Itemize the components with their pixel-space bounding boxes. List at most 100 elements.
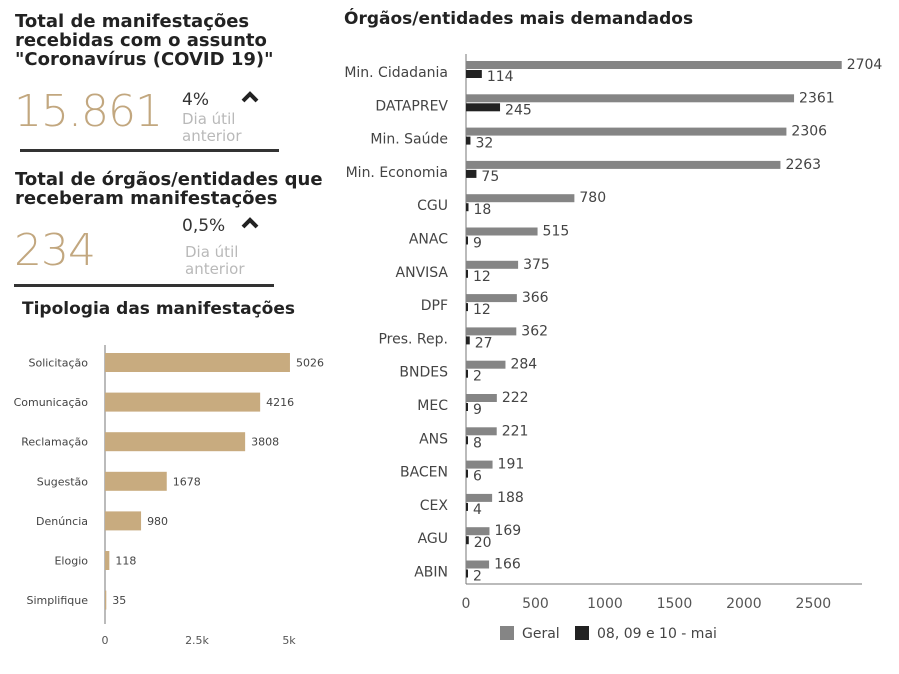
- agencies-value-label-geral: 366: [522, 290, 549, 306]
- agencies-value-label-recent: 8: [473, 435, 482, 451]
- agencies-category-label: CGU: [417, 198, 448, 214]
- agencies-category-label: DATAPREV: [375, 98, 448, 114]
- agencies-value-label-geral: 166: [494, 557, 521, 573]
- agencies-bar-geral: [466, 327, 517, 336]
- typology-category-label: Elogio: [54, 555, 88, 568]
- agencies-bar-geral: [466, 294, 517, 303]
- agencies-bar-recent: [466, 236, 468, 245]
- typology-chart: Solicitação 5026 Comunicação 4216 Reclamação…: [14, 345, 324, 647]
- agencies-x-tick-label: 1500: [657, 596, 693, 612]
- typology-value-label: 3808: [251, 436, 279, 449]
- agencies-value-label-geral: 2361: [799, 90, 835, 106]
- agencies-value-label-recent: 12: [473, 302, 491, 318]
- agencies-value-label-geral: 362: [521, 323, 548, 339]
- agencies-bar-geral: [466, 61, 842, 69]
- agencies-x-tick-label: 1000: [587, 596, 623, 612]
- typology-x-tick-label: 5k: [282, 634, 296, 647]
- agencies-value-label-geral: 2704: [847, 57, 883, 73]
- agencies-bar-geral: [466, 460, 493, 469]
- kpi-agencies-title-line-2: receberam manifestações: [15, 188, 278, 209]
- agencies-bar-recent: [466, 369, 468, 378]
- kpi-received-change: 4%: [182, 90, 209, 110]
- agencies-x-tick-label: 2000: [726, 596, 762, 612]
- agencies-value-label-recent: 245: [505, 102, 532, 118]
- typology-category-label: Denúncia: [36, 515, 88, 528]
- agencies-bar-geral: [466, 394, 497, 402]
- agencies-category-label: Min. Economia: [346, 165, 448, 181]
- typology-bar: [105, 471, 167, 491]
- kpi-agencies-value: 234: [14, 225, 96, 276]
- typology-value-label: 980: [147, 515, 168, 528]
- typology-value-label: 118: [115, 555, 136, 568]
- kpi-agencies-compare-label: Dia útil anterior: [185, 244, 275, 278]
- agencies-category-label: ABIN: [414, 565, 448, 581]
- agencies-bar-recent: [466, 336, 470, 345]
- typology-category-label: Simplifique: [27, 594, 89, 607]
- agencies-bar-recent: [466, 169, 477, 178]
- agencies-value-label-recent: 9: [473, 236, 482, 252]
- agencies-bar-recent: [466, 203, 469, 212]
- agencies-bar-geral: [466, 160, 781, 169]
- typology-chart-title: Tipologia das manifestações: [22, 299, 296, 319]
- agencies-value-label-geral: 284: [510, 357, 537, 373]
- agencies-value-label-geral: 169: [494, 523, 521, 539]
- agencies-category-label: ANAC: [409, 232, 448, 248]
- agencies-bar-geral: [466, 260, 519, 269]
- kpi-agencies-title: Total de órgãos/entidades que receberam …: [15, 170, 323, 208]
- kpi-agencies-title-line-1: Total de órgãos/entidades que: [15, 169, 323, 190]
- agencies-category-label: ANS: [419, 431, 448, 447]
- agencies-bar-recent: [466, 403, 468, 411]
- agencies-value-label-recent: 12: [473, 269, 491, 285]
- agencies-value-label-recent: 2: [473, 369, 482, 385]
- typology-bar: [105, 432, 246, 452]
- agencies-value-label-geral: 780: [579, 190, 606, 206]
- typology-value-label: 1678: [173, 475, 201, 488]
- agencies-bar-recent: [466, 70, 482, 78]
- agencies-bar-geral: [466, 360, 506, 369]
- agencies-x-tick-label: 0: [462, 596, 471, 612]
- kpi-agencies-divider: [14, 284, 274, 287]
- agencies-bar-recent: [466, 103, 501, 112]
- agencies-value-label-geral: 221: [502, 423, 529, 439]
- agencies-category-label: BACEN: [400, 465, 448, 481]
- agencies-value-label-geral: 222: [502, 390, 529, 406]
- typology-bar: [105, 353, 290, 372]
- kpi-received-compare-line-2: anterior: [182, 127, 242, 145]
- legend-swatch-recent: [575, 626, 589, 640]
- agencies-value-label-recent: 27: [475, 335, 493, 351]
- agencies-category-label: Min. Cidadania: [344, 65, 448, 81]
- agencies-value-label-recent: 114: [487, 69, 514, 85]
- typology-x-tick-label: 0: [102, 634, 109, 647]
- agencies-value-label-geral: 191: [498, 457, 525, 473]
- typology-value-label: 5026: [296, 357, 324, 370]
- typology-category-label: Solicitação: [28, 357, 88, 370]
- agencies-bar-geral: [466, 194, 575, 203]
- typology-value-label: 35: [112, 594, 126, 607]
- agencies-value-label-recent: 9: [473, 402, 482, 418]
- kpi-agencies-change: 0,5%: [182, 216, 226, 236]
- agencies-category-label: Pres. Rep.: [378, 331, 448, 347]
- agencies-bar-recent: [466, 269, 468, 278]
- agencies-value-label-recent: 6: [473, 469, 482, 485]
- agencies-value-label-geral: 2263: [785, 157, 821, 173]
- agencies-bar-recent: [466, 303, 468, 312]
- legend-label-geral: Geral: [522, 626, 560, 642]
- agencies-value-label-geral: 2306: [791, 124, 827, 140]
- agencies-bar-recent: [466, 502, 468, 511]
- typology-bar: [105, 551, 110, 570]
- kpi-received-compare-label: Dia útil anterior: [182, 111, 272, 145]
- agencies-bar-geral: [466, 127, 787, 136]
- agencies-value-label-recent: 18: [474, 202, 492, 218]
- agencies-category-label: ANVISA: [396, 265, 449, 281]
- kpi-agencies-compare-line-1: Dia útil: [185, 243, 239, 261]
- agencies-bar-recent: [466, 536, 469, 545]
- agencies-category-label: MEC: [417, 398, 448, 414]
- agencies-bar-geral: [466, 493, 493, 502]
- agencies-category-label: DPF: [421, 298, 448, 314]
- agencies-bar-geral: [466, 527, 490, 536]
- agencies-x-tick-label: 2500: [796, 596, 832, 612]
- agencies-chart: Min. Cidadania 2704 114 DATAPREV 2361 245 Min.…: [344, 54, 883, 642]
- agencies-chart-title: Órgãos/entidades mais demandados: [344, 9, 694, 29]
- kpi-received-title-line-1: Total de manifestações: [15, 11, 250, 32]
- typology-value-label: 4216: [266, 396, 294, 409]
